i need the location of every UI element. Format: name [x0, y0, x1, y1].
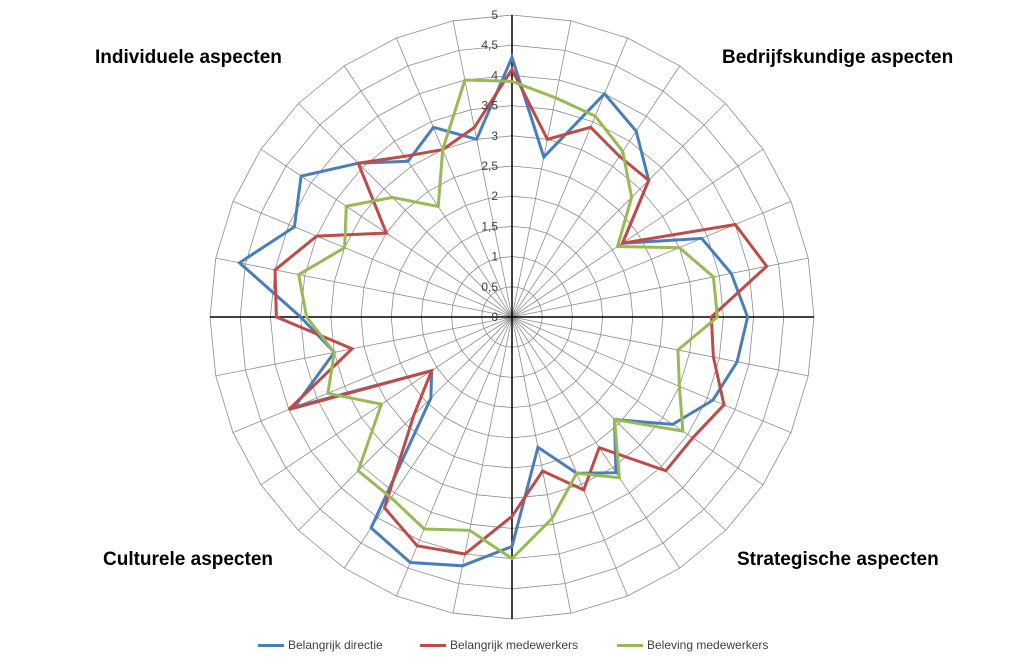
- grid-spoke: [511, 316, 792, 433]
- grid-spoke: [511, 316, 572, 614]
- tick-label: 4: [491, 68, 498, 82]
- legend-label: Beleving medewerkers: [647, 638, 769, 652]
- grid-spoke: [396, 37, 513, 318]
- grid-spoke: [511, 65, 681, 318]
- legend: Belangrijk directie Belangrijk medewerke…: [0, 638, 1024, 656]
- grid-spoke: [298, 103, 513, 318]
- legend-entry: Belangrijk directie: [258, 638, 383, 652]
- grid-spoke: [232, 316, 513, 433]
- grid-spoke: [511, 37, 628, 318]
- legend-swatch: [258, 643, 284, 647]
- grid-spoke: [215, 257, 513, 318]
- quadrant-title-bedrijfskundige: Bedrijfskundige aspecten: [722, 47, 954, 68]
- legend-entry: Belangrijk medewerkers: [420, 638, 578, 652]
- grid-spoke: [396, 316, 513, 597]
- legend-swatch: [420, 643, 446, 647]
- tick-label: 1,5: [481, 219, 498, 233]
- radar-series: [237, 53, 769, 568]
- grid-spoke: [511, 148, 764, 318]
- grid-spoke: [511, 257, 809, 318]
- grid-spoke: [511, 103, 726, 318]
- tick-label: 0: [491, 310, 498, 324]
- grid-spoke: [260, 316, 513, 486]
- grid-spoke: [511, 316, 809, 377]
- series-line: [237, 53, 750, 568]
- grid-spoke: [215, 316, 513, 377]
- quadrant-title-culturele: Culturele aspecten: [103, 549, 273, 570]
- grid-spoke: [511, 316, 726, 531]
- grid-spoke: [232, 201, 513, 318]
- series-line: [273, 66, 769, 556]
- series-line: [297, 78, 719, 561]
- legend-entry: Beleving medewerkers: [617, 638, 768, 652]
- quadrant-title-strategische: Strategische aspecten: [737, 549, 939, 570]
- tick-label: 2: [491, 189, 498, 203]
- grid-spoke: [511, 316, 764, 486]
- grid-spoke: [511, 20, 572, 318]
- tick-label: 3,5: [481, 99, 498, 113]
- tick-label: 3: [491, 129, 498, 143]
- grid-spoke: [343, 65, 513, 318]
- tick-label: 2,5: [481, 159, 498, 173]
- grid-spoke: [511, 316, 628, 597]
- radial-tick-labels: 0 0,5 1 1,5 2 2,5 3 3,5 4 4,5 5: [481, 8, 498, 324]
- tick-label: 1: [491, 250, 498, 264]
- grid-spoke: [452, 316, 513, 614]
- tick-label: 5: [491, 8, 498, 22]
- tick-label: 0,5: [481, 280, 498, 294]
- grid-spoke: [452, 20, 513, 318]
- legend-label: Belangrijk medewerkers: [450, 638, 579, 652]
- grid-spoke: [511, 201, 792, 318]
- legend-swatch: [617, 643, 643, 647]
- grid-spoke: [511, 316, 681, 569]
- tick-label: 4,5: [481, 38, 498, 52]
- grid-spoke: [298, 316, 513, 531]
- quadrant-title-individuele: Individuele aspecten: [95, 47, 282, 68]
- legend-label: Belangrijk directie: [288, 638, 383, 652]
